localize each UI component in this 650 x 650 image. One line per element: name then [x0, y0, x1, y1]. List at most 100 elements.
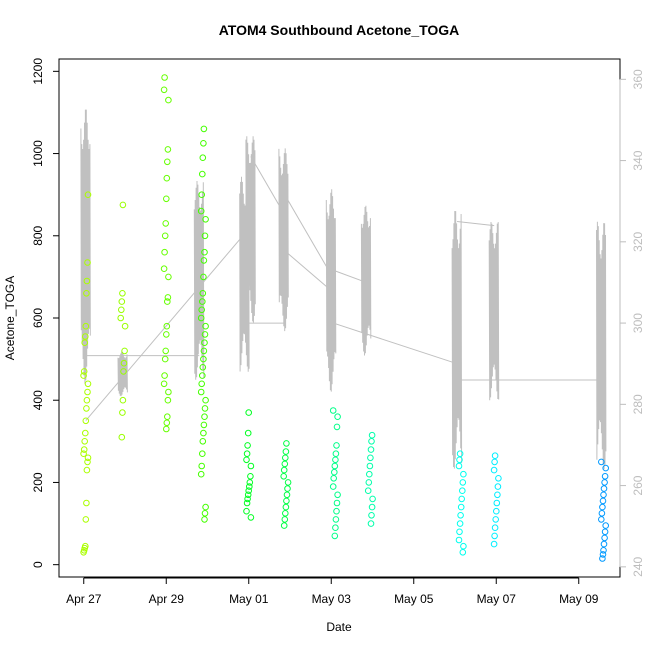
data-point — [245, 487, 252, 495]
y2-tick-label: 320 — [631, 231, 645, 251]
data-point — [163, 331, 170, 338]
y-tick-label: 600 — [31, 308, 45, 328]
data-point — [118, 298, 126, 305]
data-point — [197, 470, 205, 478]
data-point — [369, 495, 376, 503]
data-point — [83, 499, 90, 507]
data-point — [82, 516, 90, 523]
data-point — [160, 380, 168, 388]
data-point — [84, 259, 91, 266]
data-point — [368, 438, 375, 445]
x-axis: Apr 27 Apr 29 May 01 May 03 May 05 May 07 May … — [66, 577, 599, 606]
data-point — [367, 454, 374, 462]
data-point — [283, 497, 290, 505]
data-point — [165, 273, 172, 281]
data-point — [198, 191, 205, 198]
data-point — [367, 520, 375, 527]
altitude-burst — [278, 148, 289, 332]
data-point — [493, 499, 501, 507]
data-point — [199, 372, 206, 379]
data-point — [459, 487, 466, 495]
data-point — [198, 380, 205, 388]
data-point — [243, 499, 251, 507]
data-point — [247, 514, 255, 521]
altitude-connector — [333, 269, 367, 283]
data-point — [368, 503, 376, 511]
data-point — [161, 74, 168, 81]
data-point — [163, 425, 170, 433]
data-point — [456, 450, 464, 458]
y2-tick-label: 260 — [631, 475, 645, 495]
data-point — [598, 458, 605, 466]
data-point — [83, 396, 91, 404]
data-point — [245, 409, 252, 416]
data-point — [490, 466, 498, 474]
altitude-burst — [80, 109, 91, 384]
data-point — [164, 294, 172, 301]
data-point — [459, 549, 467, 556]
data-point — [200, 347, 208, 355]
data-point — [244, 429, 252, 437]
data-point — [331, 462, 339, 470]
data-point — [118, 433, 126, 441]
data-point — [283, 440, 290, 447]
data-point — [599, 551, 607, 558]
data-point — [601, 473, 609, 480]
data-point — [83, 405, 90, 412]
data-point — [491, 458, 498, 466]
y-tick-label: 1000 — [31, 140, 45, 167]
data-point — [493, 507, 500, 515]
data-point — [330, 475, 338, 482]
data-point — [281, 516, 289, 523]
data-point — [80, 450, 87, 458]
data-point — [199, 154, 207, 161]
data-point — [334, 413, 341, 421]
data-point — [494, 491, 501, 499]
data-point — [243, 507, 250, 515]
data-point — [457, 503, 465, 511]
x-tick-label: Apr 27 — [66, 592, 102, 606]
data-point — [201, 405, 209, 412]
data-point — [332, 524, 339, 532]
data-point — [457, 512, 464, 519]
data-point — [161, 372, 168, 379]
data-point — [334, 491, 341, 499]
data-point — [491, 524, 499, 532]
data-point — [280, 473, 288, 480]
data-point — [200, 257, 208, 264]
data-point — [117, 314, 124, 322]
altitude-connector — [283, 192, 334, 279]
data-point — [333, 507, 340, 515]
y2-axis: 240 260 280 300 320 340 360 — [619, 69, 645, 577]
y2-tick-label: 340 — [631, 150, 645, 170]
data-point — [197, 314, 205, 322]
chart-title: ATOM4 Southbound Acetone_TOGA — [219, 22, 460, 38]
altitude-connector — [85, 233, 246, 421]
altitude-connector — [283, 249, 332, 291]
data-point — [200, 125, 208, 133]
data-point — [367, 446, 375, 453]
data-point — [163, 322, 171, 330]
data-point — [456, 528, 463, 536]
data-point — [244, 491, 252, 499]
data-point — [491, 452, 499, 460]
data-point — [164, 396, 172, 404]
data-point — [284, 479, 292, 486]
x-tick-label: May 03 — [312, 592, 352, 606]
data-point — [368, 512, 375, 519]
data-point — [201, 510, 209, 517]
x-tick-label: May 07 — [477, 592, 517, 606]
data-point — [364, 487, 372, 495]
data-point — [199, 438, 207, 445]
data-point — [200, 429, 207, 437]
altitude-connector — [250, 156, 285, 214]
x-axis-label: Date — [326, 620, 352, 634]
altitude-connector — [333, 322, 458, 365]
data-point — [164, 158, 171, 166]
data-point — [602, 522, 610, 529]
data-point — [456, 520, 464, 527]
y-axis: 0 200 400 600 800 1000 1200 — [31, 58, 60, 568]
data-point — [460, 470, 467, 478]
data-point — [282, 510, 289, 517]
data-point — [82, 333, 89, 340]
